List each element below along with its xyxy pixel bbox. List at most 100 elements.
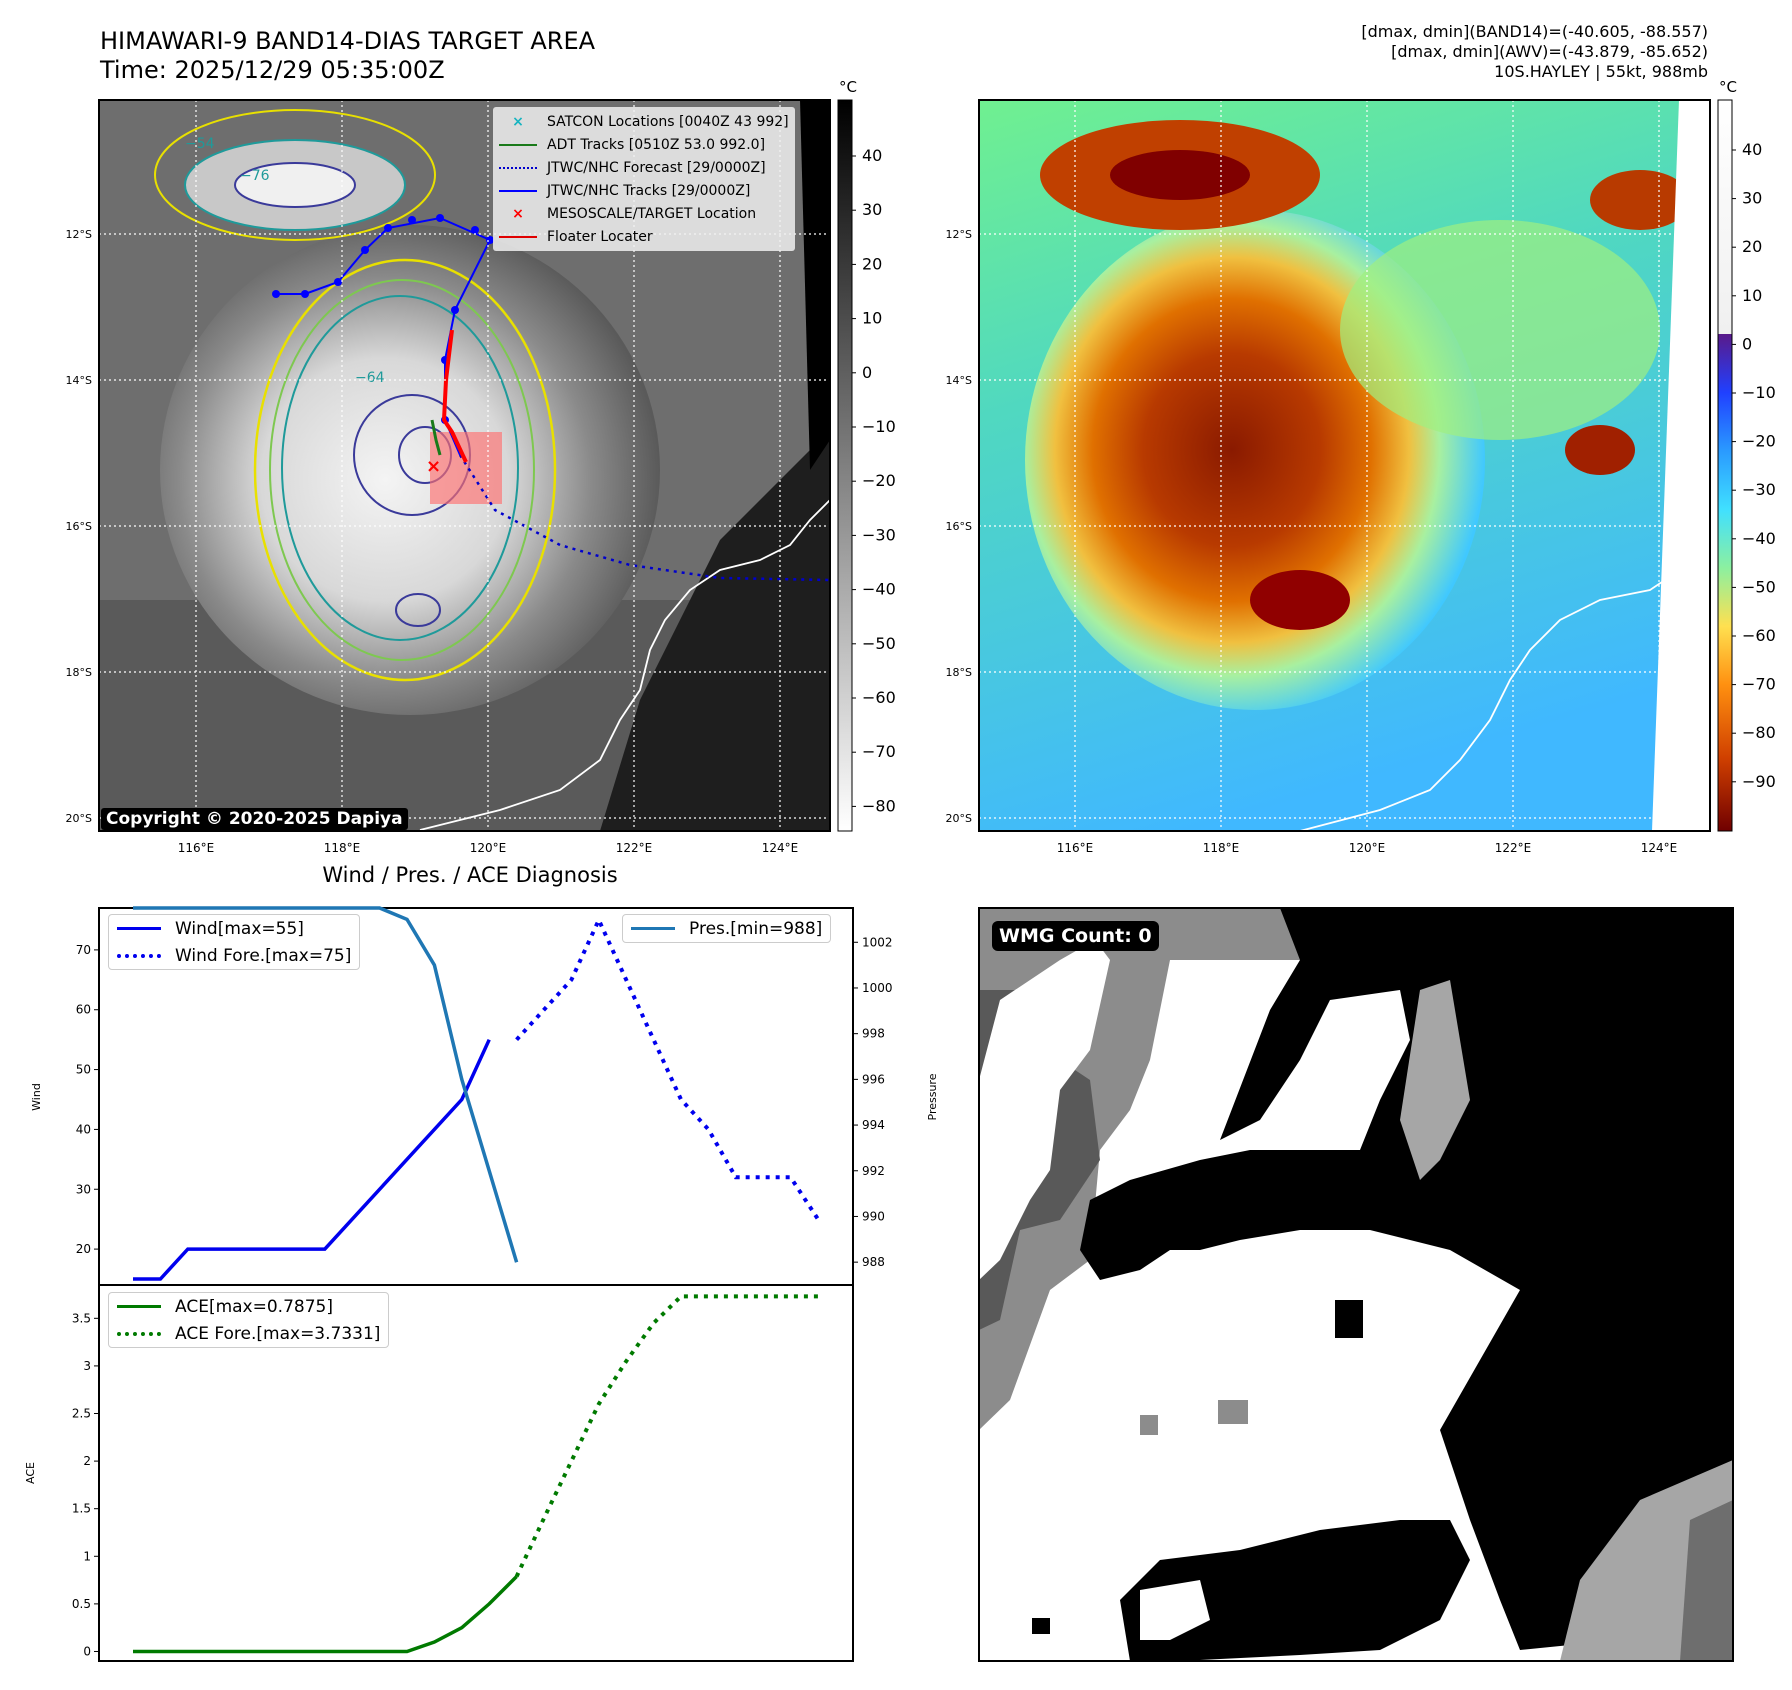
ytick-label: 996 — [862, 1072, 885, 1086]
lat-label: 12°S — [66, 228, 92, 241]
colorbar-tick-label: −30 — [1742, 480, 1776, 499]
contour-yellow — [253, 258, 557, 682]
legend-satcon: × SATCON Locations [0040Z 43 992] — [493, 110, 795, 133]
colorbar-tick-label: 0 — [1742, 334, 1752, 353]
ytick-label: 50 — [76, 1063, 91, 1077]
contour-teal — [281, 295, 519, 641]
legend-wind-fore: Wind Fore.[max=75] — [109, 942, 359, 969]
wind-series — [133, 906, 820, 1281]
ytick-label: 1000 — [862, 981, 893, 995]
lat-label: 14°S — [946, 374, 972, 387]
lat-label: 16°S — [946, 520, 972, 533]
colorbar-tick-label: 10 — [862, 309, 882, 328]
colorbar-tick-label: −50 — [1742, 577, 1776, 596]
dotted-swatch-icon — [499, 166, 537, 169]
ace-panel: ACE 0 0.5 1 1.5 2 2.5 3 3.5 — [24, 1284, 854, 1662]
wind-yticks: 20 30 40 50 60 70 — [76, 943, 99, 1256]
coastline-right — [1299, 569, 1681, 831]
legend-floater: Floater Locater — [493, 225, 795, 248]
lon-label: 122°E — [616, 841, 653, 855]
ytick-label: 2 — [83, 1454, 91, 1468]
legend-adt: ADT Tracks [0510Z 53.0 992.0] — [493, 133, 795, 156]
colorbar-tick-label: −60 — [862, 688, 896, 707]
ace-series — [133, 1294, 818, 1654]
legend-label: JTWC/NHC Tracks [29/0000Z] — [547, 182, 751, 199]
adt-track — [430, 419, 442, 456]
wmg-frame — [978, 907, 1734, 1662]
wmg-black-zone — [1080, 908, 1733, 1650]
ace-ylabel: ACE — [24, 1462, 37, 1484]
lon-label: 116°E — [178, 841, 215, 855]
colorbar-tick-label: 30 — [1742, 189, 1762, 208]
colorbar-unit: °C — [839, 78, 857, 96]
lat-label: 20°S — [946, 812, 972, 825]
lon-label: 120°E — [1349, 841, 1386, 855]
lon-label: 124°E — [1641, 841, 1678, 855]
lat-axis-right: 12°S 14°S 16°S 18°S 20°S — [946, 228, 972, 825]
lon-label: 118°E — [1203, 841, 1240, 855]
ir-colorbar-ticks: 40 30 20 10 0 −10 −20 −30 −40 −50 −60 −70 −80 — [852, 146, 896, 815]
line-swatch-icon — [631, 927, 675, 930]
ytick-label: 60 — [76, 1003, 91, 1017]
storm-cloud-mass — [160, 225, 660, 715]
pressure-ylabel: Pressure — [926, 1073, 939, 1120]
ytick-label: 990 — [862, 1209, 885, 1223]
legend-jtwc-forecast: JTWC/NHC Forecast [29/0000Z] — [493, 156, 795, 179]
figure-time: Time: 2025/12/29 05:35:00Z — [100, 56, 445, 84]
colorbar-unit: °C — [1719, 78, 1737, 96]
wind-line — [133, 1038, 491, 1281]
color-map-panel: 12°S 14°S 16°S 18°S 20°S 116°E 118°E 120… — [946, 78, 1776, 855]
colorbar-tick-label: 20 — [862, 254, 882, 273]
legend-wind: Wind[max=55] — [109, 915, 359, 942]
jtwc-forecast — [458, 454, 830, 582]
colorbar-tick-label: 40 — [1742, 140, 1762, 159]
colorbar-tick-label: −70 — [1742, 675, 1776, 694]
legend-label: ACE[max=0.7875] — [175, 1296, 333, 1317]
colorbar-tick-label: 10 — [1742, 286, 1762, 305]
figure-title: HIMAWARI-9 BAND14-DIAS TARGET AREA — [100, 27, 596, 55]
lon-label: 116°E — [1057, 841, 1094, 855]
ytick-label: 994 — [862, 1118, 885, 1132]
contour-green — [269, 279, 535, 661]
line-swatch-icon — [499, 143, 537, 146]
lon-label: 124°E — [762, 841, 799, 855]
line-dot-swatch-icon — [499, 189, 537, 192]
legend-label: Floater Locater — [547, 228, 653, 245]
lon-axis-left: 116°E 118°E 120°E 122°E 124°E — [178, 841, 799, 855]
x-marker-icon: × — [512, 205, 524, 222]
ytick-label: 3.5 — [72, 1311, 91, 1325]
ytick-label: 1002 — [862, 935, 893, 949]
legend-target: × MESOSCALE/TARGET Location — [493, 202, 795, 225]
legend-ace: ACE[max=0.7875] — [109, 1293, 388, 1320]
ace-yticks: 0 0.5 1 1.5 2 2.5 3 3.5 — [72, 1311, 99, 1658]
colorbar-tick-label: −60 — [1742, 626, 1776, 645]
colorbar-tick-label: −10 — [862, 417, 896, 436]
awv-range: [dmax, dmin](AWV)=(-43.879, -85.652) — [1391, 42, 1708, 61]
lat-label: 18°S — [66, 666, 92, 679]
contour-label: −76 — [240, 168, 270, 184]
legend-label: Wind[max=55] — [175, 918, 304, 939]
map-legend: × SATCON Locations [0040Z 43 992] ADT Tra… — [493, 107, 795, 251]
colorbar-tick-label: −80 — [1742, 723, 1776, 742]
ytick-label: 70 — [76, 943, 91, 957]
lat-label: 20°S — [66, 812, 92, 825]
ir-map-frame — [98, 99, 831, 832]
colorbar-tick-label: 0 — [862, 363, 872, 382]
ace-line — [133, 1575, 518, 1654]
lat-label: 14°S — [66, 374, 92, 387]
lon-label: 120°E — [470, 841, 507, 855]
target-location-marker: × — [426, 456, 441, 477]
ytick-label: 992 — [862, 1164, 885, 1178]
ytick-label: 998 — [862, 1027, 885, 1041]
colorbar-tick-label: −50 — [862, 634, 896, 653]
lat-label: 18°S — [946, 666, 972, 679]
ytick-label: 1 — [83, 1549, 91, 1563]
legend-label: Pres.[min=988] — [689, 918, 823, 939]
coastline — [419, 499, 830, 831]
color-map-frame — [978, 99, 1711, 832]
contour-label: −64 — [355, 370, 385, 386]
colorbar-tick-label: −80 — [862, 796, 896, 815]
color-nodata — [1652, 100, 1710, 831]
legend-label: ADT Tracks [0510Z 53.0 992.0] — [547, 136, 766, 153]
